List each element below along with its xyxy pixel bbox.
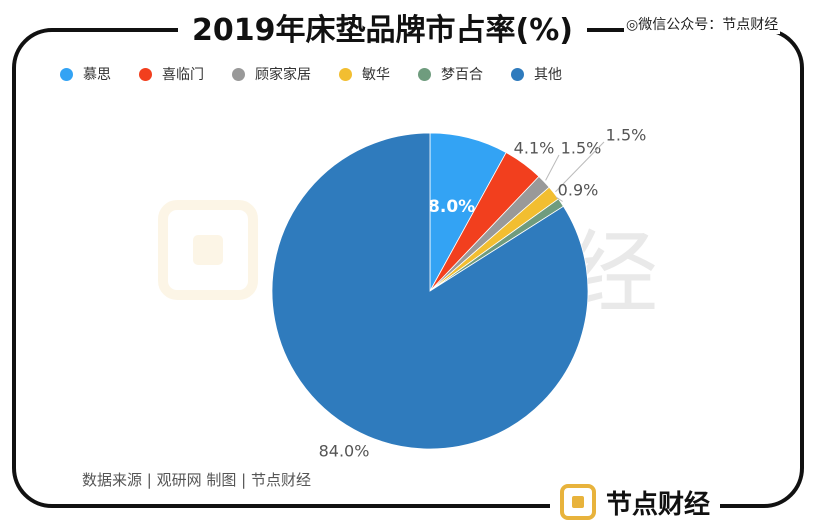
legend-item: 敏华 <box>339 64 390 84</box>
legend-label: 其他 <box>534 67 562 83</box>
brand-name: 节点财经 <box>606 489 711 520</box>
legend-label: 敏华 <box>362 67 390 83</box>
pie-slice <box>271 132 589 450</box>
wechat-watermark: ◎微信公众号：节点财经 <box>624 14 781 34</box>
data-label: 1.5% <box>561 139 602 158</box>
legend-item: 其他 <box>511 64 562 84</box>
data-source-note: 数据来源 | 观研网 制图 | 节点财经 <box>82 471 311 489</box>
leader-line <box>545 154 560 181</box>
leader-line <box>555 196 563 202</box>
legend-label: 喜临门 <box>162 67 204 83</box>
legend-item: 喜临门 <box>139 64 204 84</box>
data-label: 4.1% <box>514 139 555 158</box>
legend-swatch <box>232 67 245 81</box>
legend-swatch <box>139 67 152 81</box>
legend-item: 梦百合 <box>418 64 483 84</box>
legend-swatch <box>60 67 73 81</box>
legend-swatch <box>511 67 524 81</box>
legend-label: 顾家家居 <box>255 67 311 83</box>
data-label: 84.0% <box>319 442 370 461</box>
leader-line <box>555 141 605 193</box>
data-label: 1.5% <box>606 126 647 145</box>
title-container: 2019年床垫品牌市占率(%) <box>178 6 587 48</box>
data-label: 0.9% <box>558 181 599 200</box>
background-logo-watermark <box>158 200 258 300</box>
legend-label: 慕思 <box>83 67 111 83</box>
legend-label: 梦百合 <box>441 67 483 83</box>
brand-footer: 节点财经 <box>550 478 721 526</box>
brand-logo-icon <box>560 484 596 520</box>
chart-legend: 慕思 喜临门 顾家家居 敏华 梦百合 其他 <box>60 64 590 84</box>
legend-swatch <box>339 67 352 81</box>
chart-title: 2019年床垫品牌市占率(%) <box>192 13 573 48</box>
legend-item: 慕思 <box>60 64 111 84</box>
data-label: 8.0% <box>428 197 475 217</box>
legend-item: 顾家家居 <box>232 64 311 84</box>
legend-swatch <box>418 67 431 81</box>
